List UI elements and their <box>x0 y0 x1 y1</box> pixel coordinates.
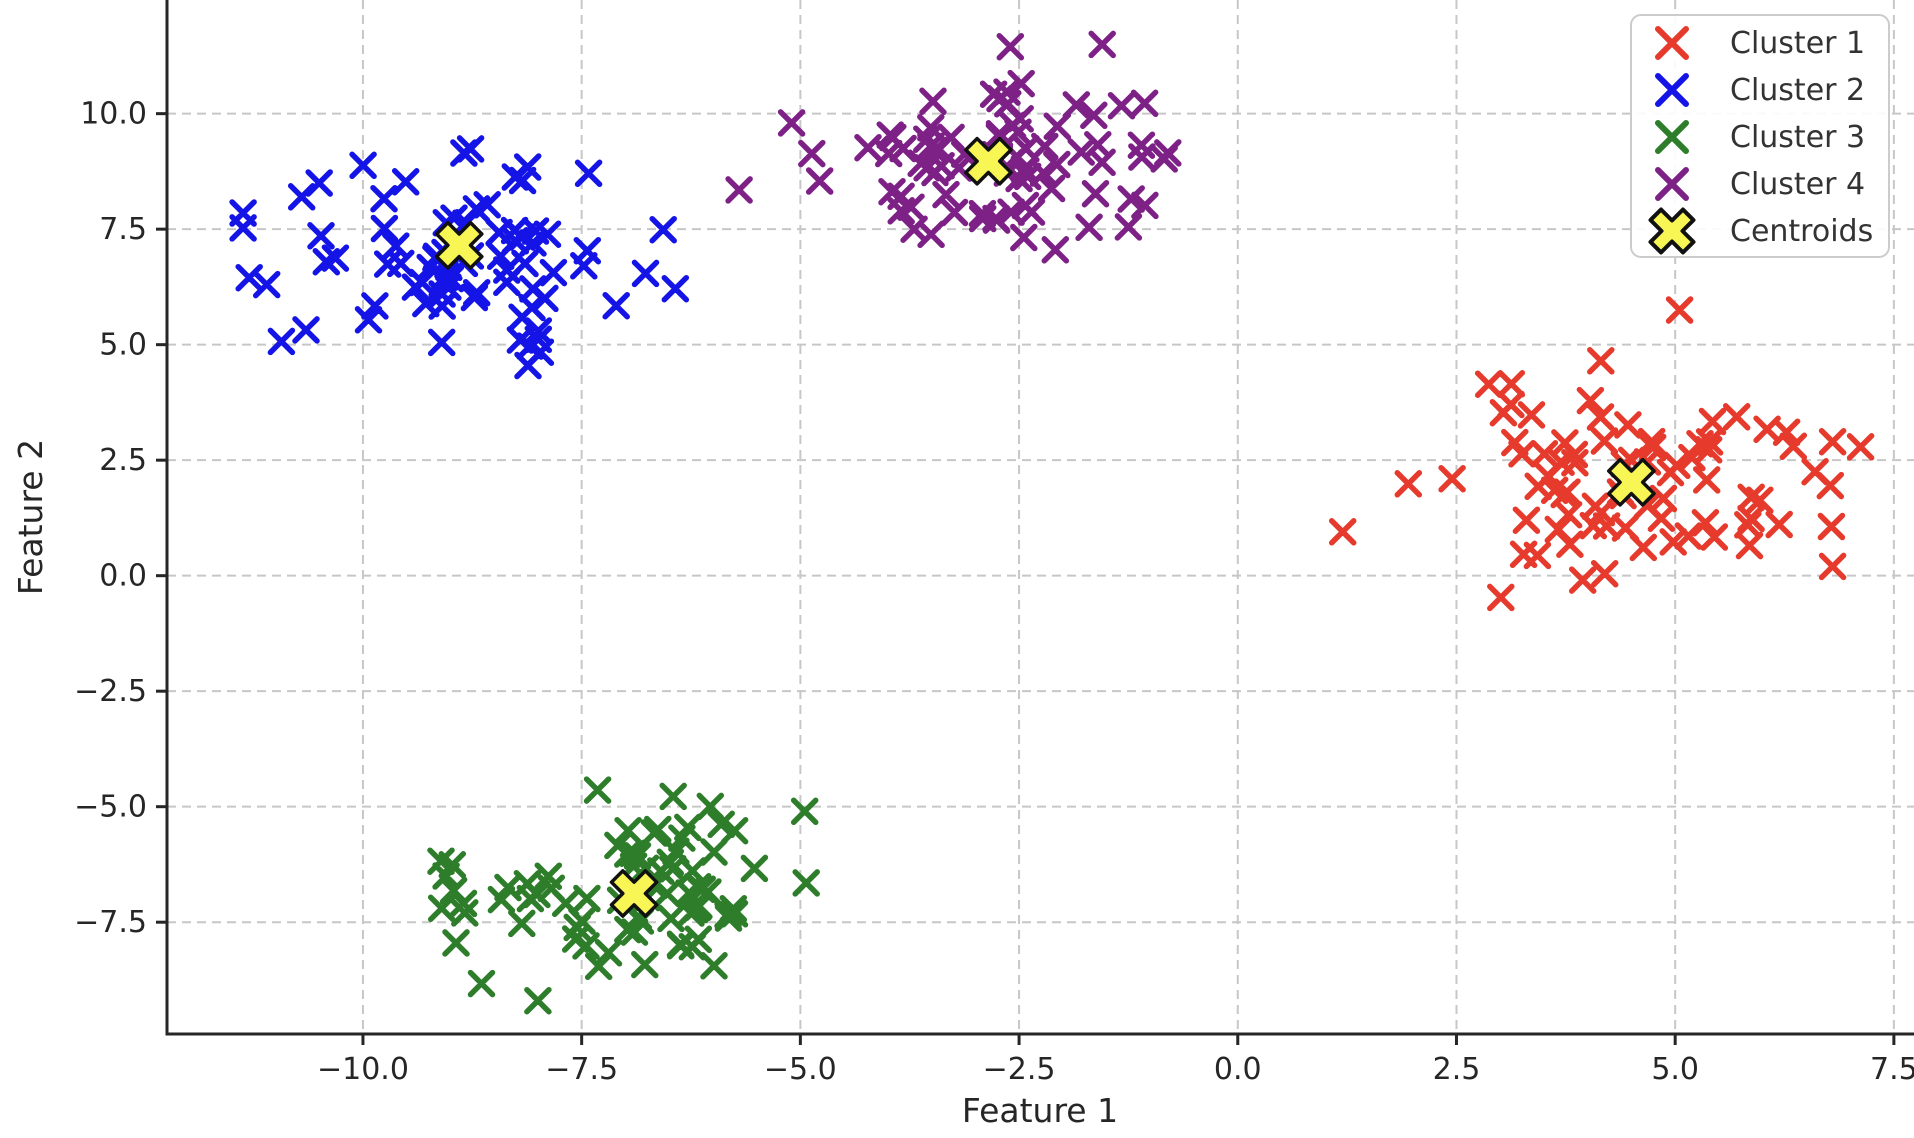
y-tick-label: 2.5 <box>99 443 147 478</box>
centroid-marker <box>434 220 484 270</box>
legend-x-icon <box>1655 73 1689 107</box>
y-tick-label: −2.5 <box>74 674 147 709</box>
legend-entry-label: Cluster 1 <box>1730 26 1865 61</box>
legend-x-icon <box>1655 167 1689 201</box>
series-cluster-3 <box>427 776 820 1015</box>
x-tick-label: −2.5 <box>983 1052 1056 1087</box>
legend-box <box>1630 14 1890 258</box>
x-tick-label: 7.5 <box>1870 1052 1914 1087</box>
centroid-marker <box>1607 457 1656 507</box>
legend-entry-label: Cluster 4 <box>1730 167 1865 202</box>
legend-x-icon <box>1655 26 1689 60</box>
gridlines <box>167 0 1914 1034</box>
x-tick-label: −5.0 <box>764 1052 837 1087</box>
x-tick-label: −7.5 <box>545 1052 618 1087</box>
y-tick-label: 0.0 <box>99 559 147 594</box>
data-points <box>229 30 1875 1015</box>
legend-entry-label: Centroids <box>1730 214 1873 249</box>
series-cluster-1 <box>1328 296 1875 612</box>
x-tick-label: 2.5 <box>1433 1052 1481 1087</box>
series-cluster-4 <box>725 30 1182 264</box>
y-axis-label: Feature 2 <box>11 439 50 595</box>
legend-x-icon <box>1655 120 1689 154</box>
legend-entry-label: Cluster 2 <box>1730 73 1865 108</box>
legend-entry-label: Cluster 3 <box>1730 120 1865 155</box>
legend-entry: Cluster 3 <box>1655 120 1865 155</box>
x-tick-label: −10.0 <box>317 1052 409 1087</box>
legend-entry: Cluster 2 <box>1655 73 1865 108</box>
legend-centroid-icon <box>1648 207 1696 255</box>
x-tick-label: 5.0 <box>1651 1052 1699 1087</box>
legend-entry: Cluster 1 <box>1655 26 1865 61</box>
x-axis-label: Feature 1 <box>962 1091 1118 1130</box>
centroid-marker <box>964 136 1013 186</box>
legend-entry: Cluster 4 <box>1655 167 1865 202</box>
legend-entry: Centroids <box>1648 207 1873 255</box>
x-tick-label: 0.0 <box>1214 1052 1262 1087</box>
axes: −10.0 −7.5 −5.0 −2.5 0.0 2.5 5.0 7.5 10.0 7.5 5.0 2… <box>74 0 1914 1087</box>
centroid-marker <box>609 869 659 918</box>
y-tick-label: −5.0 <box>74 790 147 825</box>
centroid-markers <box>434 136 1656 918</box>
y-tick-label: 7.5 <box>99 212 147 247</box>
y-tick-label: −7.5 <box>74 905 147 940</box>
y-tick-label: 5.0 <box>99 328 147 363</box>
legend: Cluster 1 Cluster 2 Cluster 3 Cluster 4 Cent… <box>1630 14 1890 258</box>
y-tick-label: 10.0 <box>80 97 147 132</box>
